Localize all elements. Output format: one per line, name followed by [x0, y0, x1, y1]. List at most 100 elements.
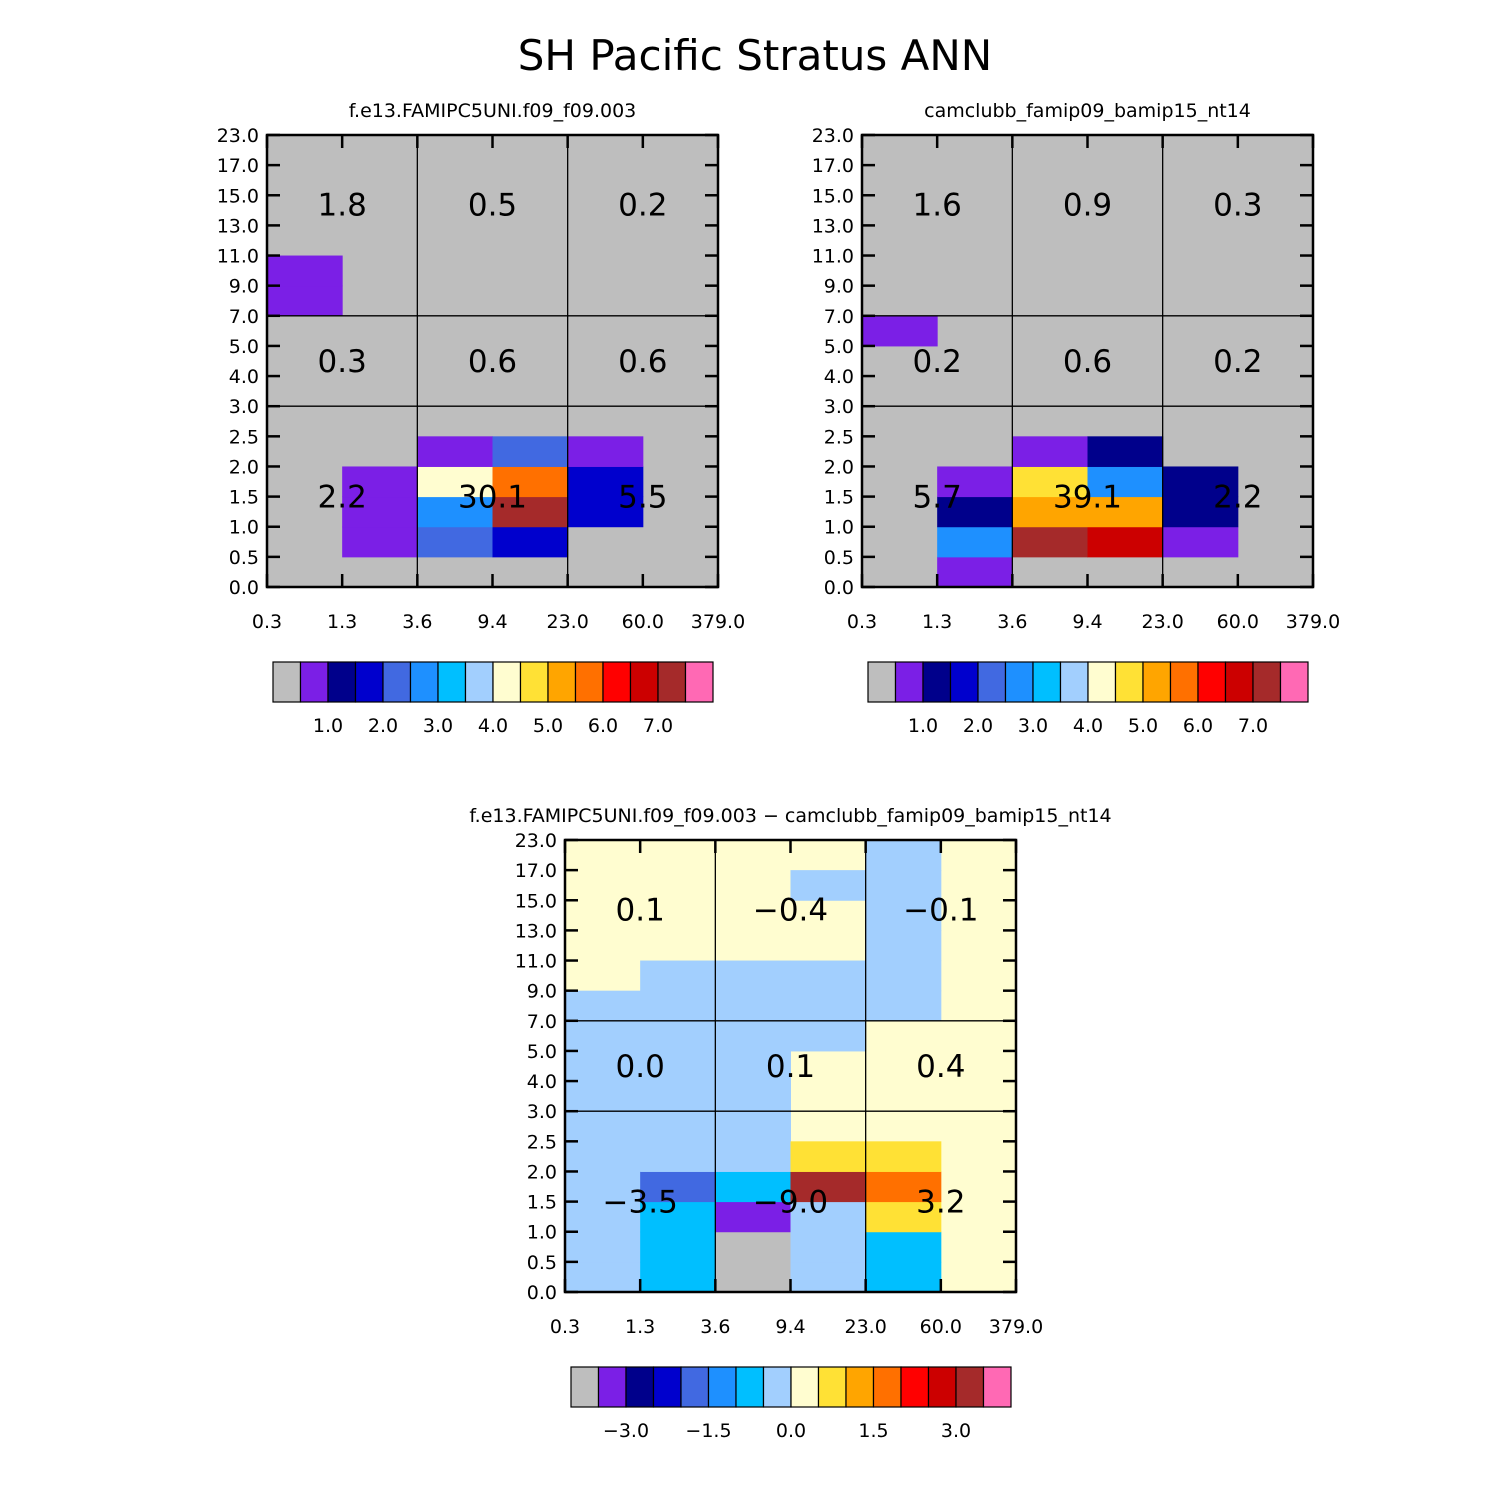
heat-cell — [865, 990, 942, 1022]
colorbar-swatch — [1059, 661, 1089, 703]
y-tick-label: 11.0 — [217, 246, 259, 268]
y-tick-label: 23.0 — [515, 830, 557, 852]
colorbar-swatch — [597, 1366, 627, 1408]
colorbar-swatch — [327, 661, 357, 703]
heat-cell — [565, 1050, 641, 1082]
colorbar-swatch — [1004, 661, 1034, 703]
heat-cell — [565, 1261, 641, 1293]
colorbar-swatch — [299, 661, 329, 703]
heat-cell — [567, 496, 644, 528]
colorbar-swatch — [922, 661, 952, 703]
heat-cell — [342, 496, 418, 528]
colorbar-label: 7.0 — [1238, 715, 1268, 737]
heat-cell — [640, 1050, 716, 1082]
x-tick-label: 60.0 — [622, 611, 664, 633]
colorbar-swatch — [652, 1366, 682, 1408]
x-tick-label: 3.6 — [402, 611, 432, 633]
y-tick-label: 0.5 — [229, 547, 259, 569]
block-value-mid: 0.6 — [468, 344, 517, 380]
heat-cell — [790, 1261, 867, 1293]
heat-cell — [417, 526, 493, 558]
x-tick-label: 60.0 — [1217, 611, 1259, 633]
x-tick-label: 0.3 — [252, 611, 282, 633]
block-value-mid: 0.3 — [318, 344, 367, 380]
x-tick-label: 379.0 — [691, 611, 745, 633]
y-tick-label: 2.5 — [229, 426, 259, 448]
y-tick-label: 0.0 — [527, 1282, 557, 1304]
heat-cell — [1087, 496, 1164, 528]
heat-cell — [565, 1171, 641, 1203]
colorbar-swatch — [762, 1366, 792, 1408]
block-value-mid: 0.1 — [766, 1049, 815, 1085]
colorbar-swatch — [894, 661, 924, 703]
x-tick-label: 379.0 — [1286, 611, 1340, 633]
y-tick-label: 11.0 — [515, 951, 557, 973]
block-value-high: −0.4 — [753, 892, 828, 928]
y-tick-label: 1.5 — [824, 487, 854, 509]
colorbar-swatch — [382, 661, 412, 703]
heat-cell — [865, 870, 942, 901]
y-tick-label: 5.0 — [527, 1041, 557, 1063]
colorbar-swatch — [272, 661, 302, 703]
heat-cell — [865, 1171, 942, 1203]
colorbar-swatch — [1142, 661, 1172, 703]
heat-cell — [565, 990, 641, 1022]
colorbar-label: 4.0 — [478, 715, 508, 737]
heat-cell — [865, 840, 942, 871]
y-tick-label: 17.0 — [217, 155, 259, 177]
heat-cell — [790, 1171, 867, 1203]
heat-cell — [640, 990, 716, 1022]
colorbar-swatch — [629, 661, 659, 703]
heat-cell — [342, 466, 418, 498]
colorbar-swatch — [437, 661, 467, 703]
heat-cell — [865, 960, 942, 992]
heat-cell — [417, 466, 493, 498]
heat-cell — [640, 1171, 716, 1203]
y-tick-label: 13.0 — [515, 920, 557, 942]
block-value-high: 0.9 — [1063, 187, 1112, 223]
colorbar-label: 2.0 — [963, 715, 993, 737]
x-tick-label: 23.0 — [845, 1316, 887, 1338]
y-tick-label: 4.0 — [824, 366, 854, 388]
colorbar-label: 2.0 — [368, 715, 398, 737]
block-value-low: 2.2 — [1213, 480, 1262, 516]
y-tick-label: 2.0 — [527, 1161, 557, 1183]
y-tick-label: 1.0 — [824, 517, 854, 539]
y-tick-label: 1.5 — [527, 1192, 557, 1214]
heat-cell — [790, 1020, 867, 1052]
block-value-low: 39.1 — [1053, 480, 1122, 516]
heat-cell — [1087, 466, 1164, 498]
block-value-mid: 0.6 — [1063, 344, 1112, 380]
colorbar-swatch — [409, 661, 439, 703]
colorbar-swatch — [867, 661, 897, 703]
heat-cell — [790, 960, 867, 992]
y-tick-label: 15.0 — [217, 185, 259, 207]
colorbar-label: 3.0 — [1018, 715, 1048, 737]
colorbar-swatch — [1087, 661, 1117, 703]
y-tick-label: 23.0 — [217, 125, 259, 147]
block-value-high: 1.8 — [318, 187, 367, 223]
colorbar-swatch — [1169, 661, 1199, 703]
y-tick-label: 5.0 — [824, 336, 854, 358]
x-tick-label: 23.0 — [1142, 611, 1184, 633]
colorbar-label: 5.0 — [533, 715, 563, 737]
heat-cell — [492, 436, 569, 467]
x-tick-label: 9.4 — [477, 611, 507, 633]
y-tick-label: 2.0 — [824, 456, 854, 478]
heat-cell — [640, 1261, 716, 1293]
colorbar-swatch — [547, 661, 577, 703]
heat-cell — [715, 1111, 791, 1142]
colorbar-label: −3.0 — [603, 1420, 649, 1442]
colorbar-label: 6.0 — [1183, 715, 1213, 737]
block-value-low: 3.2 — [916, 1185, 965, 1221]
y-tick-label: 7.0 — [229, 306, 259, 328]
heat-cell — [715, 1081, 791, 1112]
colorbar-swatch — [1114, 661, 1144, 703]
heat-cell — [640, 960, 716, 992]
colorbar-swatch — [927, 1366, 957, 1408]
heat-cell — [790, 1231, 867, 1263]
block-value-low: −3.5 — [603, 1185, 678, 1221]
colorbar-label: 3.0 — [423, 715, 453, 737]
heat-cell — [342, 526, 418, 558]
heat-cell — [865, 900, 942, 931]
